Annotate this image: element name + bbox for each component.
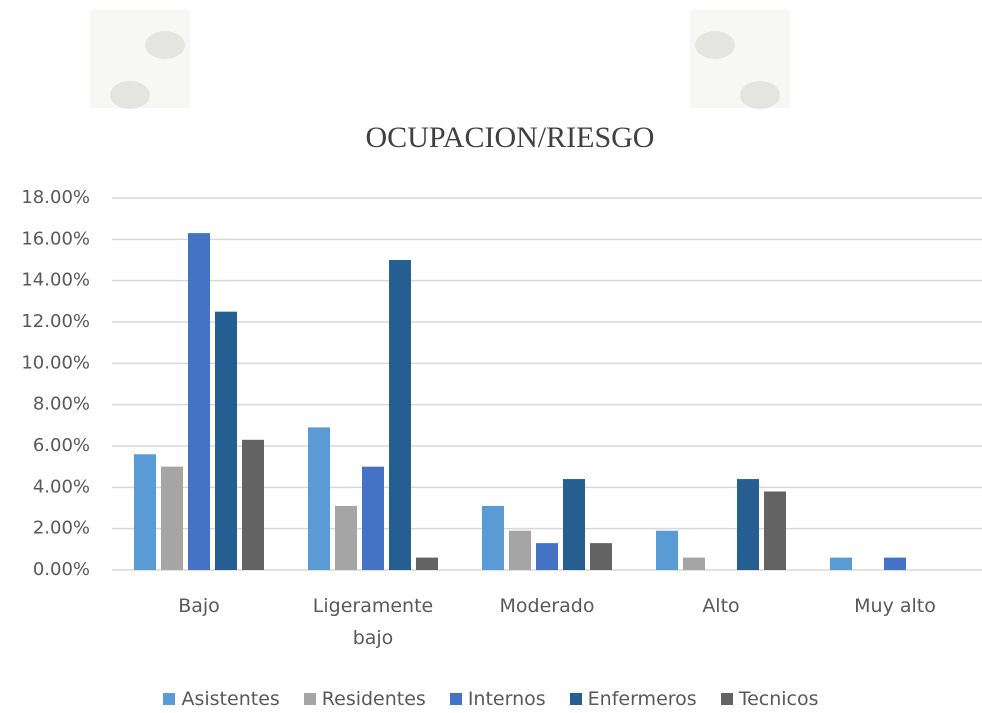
legend-item: Enfermeros	[569, 688, 697, 710]
y-tick-label: 18.00%	[21, 187, 90, 208]
y-tick-label: 12.00%	[21, 311, 90, 332]
bar	[362, 466, 384, 570]
bar	[335, 505, 357, 570]
chart-title: OCUPACION/RIESGO	[366, 121, 655, 154]
decoration	[90, 10, 790, 109]
legend-label: Asistentes	[181, 688, 280, 710]
y-tick-label: 6.00%	[33, 435, 90, 456]
legend-item: Residentes	[303, 688, 426, 710]
legend-item: Tecnicos	[720, 688, 819, 710]
x-tick-label: Alto	[702, 595, 740, 617]
bar	[590, 543, 612, 570]
y-tick-label: 0.00%	[33, 559, 90, 580]
legend-label: Tecnicos	[738, 688, 819, 710]
bar	[161, 466, 183, 570]
x-tick-label: Moderado	[499, 595, 595, 617]
bar	[134, 454, 156, 570]
legend-swatch	[569, 693, 582, 705]
legend-swatch	[303, 693, 316, 705]
y-tick-label: 16.00%	[21, 228, 90, 249]
y-tick-label: 8.00%	[33, 394, 90, 415]
bar	[416, 557, 438, 570]
bar	[509, 530, 531, 570]
y-tick-label: 2.00%	[33, 518, 90, 539]
legend: Asistentes Residentes Internos Enfermeros Te…	[0, 688, 982, 710]
bar	[563, 479, 585, 570]
legend-label: Residentes	[321, 688, 426, 710]
legend-item: Asistentes	[163, 688, 280, 710]
bar	[884, 557, 906, 570]
x-tick-label: Ligeramente bajo	[312, 595, 434, 649]
bar	[215, 311, 237, 570]
legend-swatch	[720, 693, 733, 705]
bar	[389, 260, 411, 570]
legend-swatch	[163, 693, 176, 705]
y-tick-label: 10.00%	[21, 352, 90, 373]
bar	[482, 505, 504, 570]
bar	[764, 491, 786, 570]
y-tick-label: 14.00%	[21, 270, 90, 291]
y-tick-label: 4.00%	[33, 476, 90, 497]
bar	[188, 233, 210, 570]
bar	[242, 439, 264, 570]
bar	[656, 530, 678, 570]
x-tick-label: Bajo	[178, 595, 220, 617]
bar	[737, 479, 759, 570]
legend-label: Internos	[467, 688, 546, 710]
legend-item: Internos	[449, 688, 546, 710]
legend-swatch	[449, 693, 462, 705]
bar	[830, 557, 852, 570]
bar	[308, 427, 330, 570]
bar	[683, 557, 705, 570]
bar	[536, 543, 558, 570]
x-tick-label: Muy alto	[854, 595, 936, 617]
legend-label: Enfermeros	[587, 688, 697, 710]
